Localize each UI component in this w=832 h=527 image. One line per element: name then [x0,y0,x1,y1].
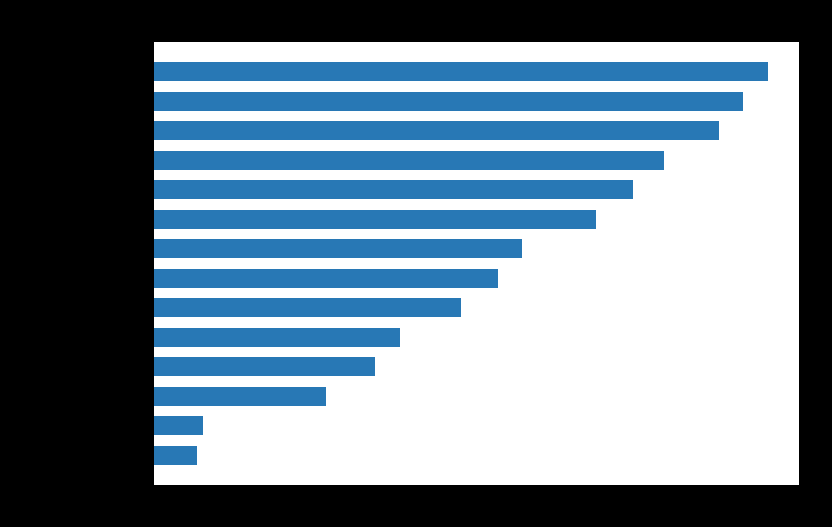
Bar [154,328,399,347]
Bar [154,151,664,170]
Bar [154,298,461,317]
Bar [154,121,719,140]
Bar [154,445,197,465]
Bar [154,210,596,229]
Bar [154,239,522,258]
Bar [154,62,768,82]
Bar [154,416,203,435]
Bar [154,387,326,406]
Bar [154,92,744,111]
Bar [154,180,633,199]
Bar [154,357,375,376]
Bar [154,269,498,288]
